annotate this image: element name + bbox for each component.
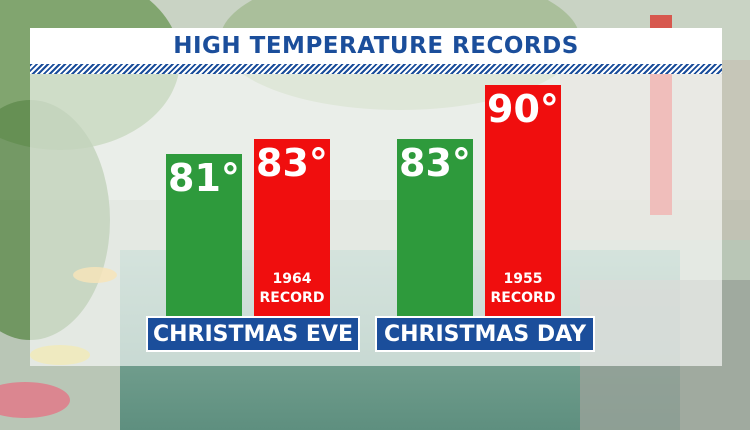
record-year: 1964 [272,270,312,287]
category-label-christmas-eve: CHRISTMAS EVE [146,316,360,352]
bar-normal-christmas-day: 83° [397,138,473,316]
bar-record-christmas-eve: 83° 1964 RECORD [254,138,330,316]
record-year-label: 1955 RECORD [485,270,561,308]
record-year: 1955 [503,271,543,287]
bar-value-label: 83° [256,140,328,185]
chart-title: HIGH TEMPERATURE RECORDS [173,33,579,59]
record-caption: RECORD [259,289,325,306]
chart-panel [30,28,722,366]
category-label-christmas-day: CHRISTMAS DAY [375,316,595,352]
bar-value-label: 81° [168,156,240,201]
bar-value-label: 83° [399,140,471,185]
bar-normal-christmas-eve: 81° [166,154,242,316]
bar-value-label: 90° [487,87,559,131]
record-caption: RECORD [490,290,556,306]
bar-record-christmas-day: 90° 1955 RECORD [485,85,561,316]
record-year-label: 1964 RECORD [254,270,330,308]
title-hatch-stripe [30,64,722,74]
title-bar: HIGH TEMPERATURE RECORDS [30,28,722,64]
